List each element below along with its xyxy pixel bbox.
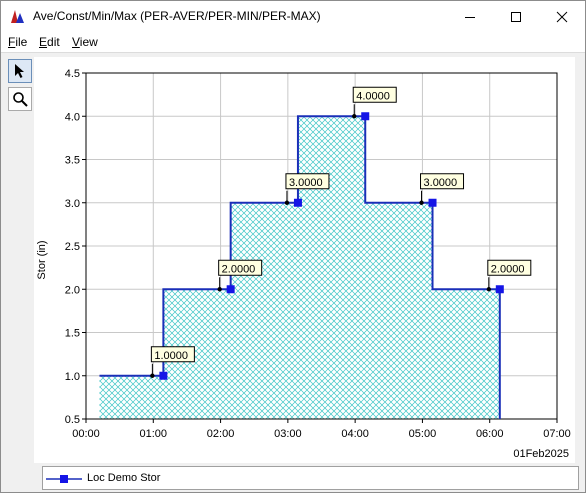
y-tick-label: 0.5 — [65, 414, 80, 426]
chart-svg[interactable]: 0.5 1.0 1.5 2.0 2.5 3.0 3.5 4.0 4.5 00:00 01:00 02:… — [34, 57, 575, 463]
arrow-pointer-icon — [13, 63, 27, 79]
data-point-marker[interactable] — [294, 199, 302, 207]
y-tick-label: 4.0 — [65, 111, 80, 123]
minimize-icon — [464, 11, 476, 23]
y-tick-label: 2.0 — [65, 284, 80, 296]
y-tick-label: 2.5 — [65, 241, 80, 253]
y-tick-label: 1.5 — [65, 328, 80, 340]
zoom-tool-button[interactable] — [8, 87, 32, 111]
y-tick-label: 1.0 — [65, 371, 80, 383]
data-label-text: 3.0000 — [424, 177, 458, 189]
y-tick-label: 3.0 — [65, 198, 80, 210]
legend-panel: Loc Demo Stor — [42, 466, 579, 490]
data-point-marker[interactable] — [159, 372, 167, 380]
data-label-text: 3.0000 — [289, 177, 323, 189]
legend-series-swatch — [46, 472, 82, 486]
data-point-marker[interactable] — [361, 112, 369, 120]
y-tick-label: 4.5 — [65, 68, 80, 80]
title-bar[interactable]: Ave/Const/Min/Max (PER-AVER/PER-MIN/PER-… — [1, 1, 585, 32]
x-tick-label: 03:00 — [274, 428, 302, 440]
date-label: 01Feb2025 — [513, 448, 569, 460]
x-tick-label: 07:00 — [543, 428, 571, 440]
close-button[interactable] — [539, 1, 585, 32]
data-point-marker[interactable] — [227, 285, 235, 293]
menu-bar: File Edit View — [1, 32, 585, 53]
minimize-button[interactable] — [447, 1, 493, 32]
app-chart-icon — [10, 8, 26, 24]
y-axis-label: Stor (in) — [36, 240, 48, 279]
data-label-text: 1.0000 — [154, 350, 188, 362]
menu-view[interactable]: View — [72, 35, 98, 49]
x-tick-label: 02:00 — [207, 428, 235, 440]
close-icon — [556, 11, 568, 23]
magnifier-icon — [12, 91, 28, 107]
data-point-marker[interactable] — [496, 285, 504, 293]
maximize-button[interactable] — [493, 1, 539, 32]
data-label-text: 2.0000 — [491, 263, 525, 275]
x-tick-label: 04:00 — [341, 428, 369, 440]
data-label-text: 4.0000 — [356, 90, 390, 102]
plot-panel[interactable]: 0.5 1.0 1.5 2.0 2.5 3.0 3.5 4.0 4.5 00:00 01:00 02:… — [34, 57, 575, 463]
menu-edit-rest: dit — [47, 35, 60, 49]
x-tick-label: 01:00 — [140, 428, 168, 440]
data-point-marker[interactable] — [429, 199, 437, 207]
pointer-tool-button[interactable] — [8, 59, 32, 83]
x-tick-label: 06:00 — [476, 428, 504, 440]
chart-toolbar — [5, 57, 34, 117]
menu-view-rest: iew — [80, 35, 98, 49]
x-tick-label: 00:00 — [72, 428, 100, 440]
x-tick-label: 05:00 — [409, 428, 437, 440]
window-title: Ave/Const/Min/Max (PER-AVER/PER-MIN/PER-… — [33, 9, 321, 23]
menu-file-rest: ile — [15, 35, 27, 49]
menu-file[interactable]: File — [8, 35, 27, 49]
data-label-text: 2.0000 — [222, 263, 256, 275]
legend-series-label: Loc Demo Stor — [87, 472, 160, 484]
y-tick-label: 3.5 — [65, 155, 80, 167]
menu-edit[interactable]: Edit — [39, 35, 60, 49]
maximize-icon — [510, 11, 522, 23]
